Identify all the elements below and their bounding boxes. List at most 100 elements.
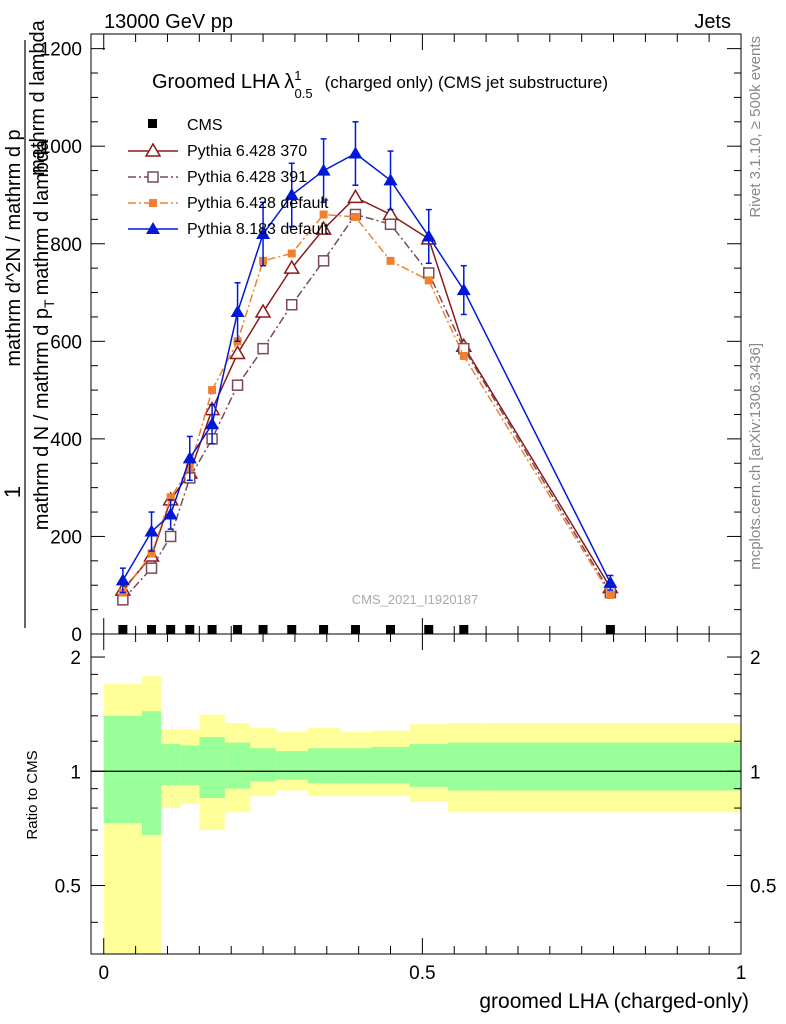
data-point-pythia-6-428-370	[315, 220, 332, 235]
main-ytick-label: 800	[50, 235, 82, 256]
data-point-cms	[605, 625, 615, 634]
main-ylabel-main: mathrm d N / mathrm d pTmathrm d lambda	[31, 139, 57, 530]
main-ylabel-main-sub: T	[41, 299, 57, 308]
data-point-pythia-6-428-370	[254, 303, 272, 318]
data-point-pythia-8-183-default	[163, 507, 178, 520]
data-point-pythia-8-183-default	[603, 575, 618, 588]
series-line-pythia-6-428-default	[122, 213, 612, 596]
data-point-pythia-6-428-391	[145, 562, 158, 574]
data-point-cms	[166, 625, 176, 634]
data-point-cms	[185, 625, 195, 634]
data-point-pythia-6-428-default	[287, 249, 296, 258]
x-axis-label: groomed LHA (charged-only)	[479, 990, 749, 1013]
data-point-pythia-6-428-default	[386, 256, 395, 265]
ratio-ytick-label-right: 2	[750, 648, 761, 669]
mcplots-label: mcplots.cern.ch [arXiv:1306.3436]	[747, 343, 764, 570]
data-point-cms	[233, 625, 243, 634]
data-point-pythia-6-428-default	[459, 351, 468, 360]
ratio-ytick-label-left: 0.5	[55, 877, 81, 898]
data-point-pythia-8-183-default	[256, 227, 271, 239]
data-point-pythia-6-428-370	[229, 345, 246, 360]
ratio-band-inner	[141, 711, 162, 835]
ratio-band-inner	[307, 748, 340, 784]
data-point-pythia-8-183-default	[230, 305, 245, 318]
ratio-ytick-label-left: 2	[70, 648, 81, 669]
data-point-pythia-8-183-default	[421, 229, 436, 242]
ratio-band-inner	[199, 737, 225, 799]
ratio-plot	[91, 676, 741, 954]
data-point-pythia-6-428-default	[606, 590, 615, 599]
data-point-pythia-8-183-default	[284, 187, 299, 200]
legend-entry-pythia8-default: Pythia 8.183 default	[128, 221, 329, 238]
ratio-xtick-label: 1	[736, 963, 747, 984]
main-ytick-label: 1000	[40, 137, 82, 158]
data-point-pythia-6-428-370	[347, 188, 364, 204]
legend-entry-pythia6-default: Pythia 6.428 default	[128, 195, 329, 212]
main-ylabel-extra: mathrm d lambda	[27, 19, 49, 175]
data-point-pythia-6-428-391	[164, 530, 177, 543]
ratio-band-inner	[447, 742, 487, 791]
data-point-pythia-8-183-default	[144, 524, 159, 537]
main-ytick-label: 1200	[40, 40, 82, 61]
legend-marker-pythia6-default	[149, 199, 157, 207]
data-point-pythia-8-183-default	[348, 146, 363, 159]
main-ylabel-main-text: mathrm d N / mathrm d p	[31, 308, 53, 530]
ratio-ytick-label-left: 1	[70, 762, 81, 783]
rivet-label: Rivet 3.1.10, ≥ 500k events	[747, 36, 764, 218]
data-point-pythia-6-428-391	[231, 379, 244, 391]
header-left: 13000 GeV pp	[104, 11, 233, 33]
plot-title-main: Groomed LHA λ	[152, 71, 294, 93]
analysis-watermark: CMS_2021_I1920187	[352, 592, 479, 607]
main-ytick-label: 200	[50, 527, 82, 548]
data-point-pythia-8-183-default	[383, 173, 398, 186]
series-line-pythia-6-428-370	[122, 196, 612, 591]
data-point-pythia-8-183-default	[456, 283, 471, 296]
plot-title-sup: 1	[294, 68, 301, 83]
ratio-band-inner	[339, 748, 372, 784]
legend-marker-cms	[148, 119, 157, 128]
legend-label-pythia6-391: Pythia 6.428 391	[187, 169, 307, 186]
ratio-xtick-label: 0	[98, 963, 109, 984]
main-plot-frame	[90, 33, 742, 635]
main-ylabel-main-suffix: mathrm d lambda	[31, 139, 53, 295]
data-point-cms	[287, 625, 297, 634]
data-point-pythia-8-183-default	[316, 163, 331, 176]
data-point-pythia-6-428-default	[319, 210, 328, 219]
data-point-pythia-8-183-default	[115, 573, 130, 586]
ratio-ylabel: Ratio to CMS	[24, 750, 41, 839]
main-plot	[114, 121, 619, 634]
data-point-pythia-6-428-default	[147, 549, 156, 558]
data-point-pythia-8-183-default	[205, 417, 220, 430]
main-ytick-label: 600	[50, 332, 82, 353]
legend-entry-pythia6-370: Pythia 6.428 370	[128, 142, 307, 160]
data-point-pythia-6-428-default	[166, 493, 175, 502]
ratio-band-inner	[409, 743, 448, 787]
ratio-band-inner	[180, 745, 200, 786]
main-ylabel-denominator: mathrm d^2N / mathrm d p	[3, 129, 25, 366]
legend-label-pythia8-default: Pythia 8.183 default	[187, 221, 329, 238]
data-point-pythia-6-428-default	[208, 386, 217, 395]
ratio-band-inner	[371, 746, 410, 784]
series-line-pythia-8-183-default	[122, 152, 612, 584]
data-point-cms	[118, 625, 128, 634]
ratio-band-inner	[250, 748, 276, 782]
data-point-cms	[459, 625, 469, 634]
ratio-band-inner	[224, 742, 251, 789]
data-point-pythia-6-428-default	[351, 212, 360, 221]
legend-label-cms: CMS	[187, 117, 223, 134]
legend-label-pythia6-370: Pythia 6.428 370	[187, 143, 307, 160]
data-point-pythia-6-428-370	[283, 259, 301, 274]
ratio-band-inner	[275, 751, 308, 780]
data-point-pythia-8-183-default	[182, 451, 197, 464]
data-point-pythia-6-428-391	[384, 218, 397, 230]
data-point-pythia-6-428-default	[424, 276, 433, 285]
data-point-pythia-6-428-391	[257, 342, 269, 355]
legend-marker-pythia8-default	[146, 222, 160, 234]
ratio-ytick-label-right: 1	[750, 762, 761, 783]
ratio-ytick-label-right: 0.5	[750, 877, 776, 898]
legend-marker-pythia6-370	[144, 142, 162, 157]
data-point-cms	[207, 625, 217, 634]
ratio-plot-frame	[90, 633, 742, 955]
ratio-band-inner	[486, 742, 741, 791]
